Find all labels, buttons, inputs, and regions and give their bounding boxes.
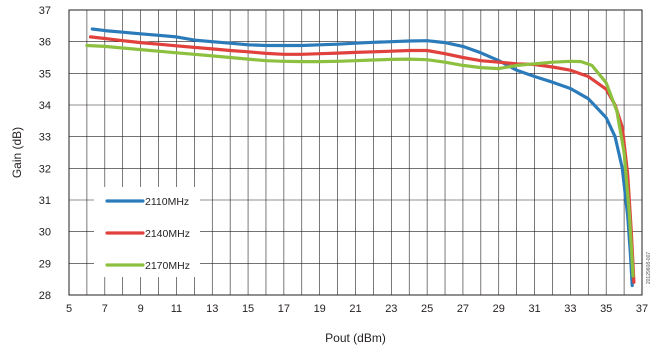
x-tick-label: 35 bbox=[600, 303, 612, 315]
x-tick-label: 37 bbox=[636, 303, 648, 315]
y-tick-label: 37 bbox=[39, 5, 51, 17]
x-tick-label: 19 bbox=[314, 303, 326, 315]
x-tick-label: 15 bbox=[242, 303, 254, 315]
axis-ticks: 5 7 9 11 13 15 17 19 21 23 25 27 29 31 33 35 37 28 29 30 31 3… bbox=[39, 5, 648, 315]
x-tick-label: 31 bbox=[528, 303, 540, 315]
series-line-2170mhz bbox=[85, 43, 635, 278]
x-tick-label: 21 bbox=[349, 303, 361, 315]
x-tick-label: 25 bbox=[421, 303, 433, 315]
y-tick-label: 29 bbox=[39, 258, 51, 270]
x-tick-label: 33 bbox=[564, 303, 576, 315]
series-line-2110mhz bbox=[90, 27, 634, 288]
y-tick-label: 34 bbox=[39, 100, 51, 112]
legend-label: 2140MHz bbox=[145, 228, 190, 240]
plot-frame bbox=[68, 9, 643, 296]
legend-label: 2110MHz bbox=[145, 196, 189, 208]
grid-lines bbox=[69, 10, 642, 295]
series-line-2140mhz bbox=[88, 35, 636, 284]
x-tick-label: 29 bbox=[493, 303, 505, 315]
y-tick-label: 30 bbox=[39, 227, 51, 239]
x-tick-label: 7 bbox=[102, 303, 108, 315]
y-axis-title: Gain (dB) bbox=[10, 127, 24, 178]
y-tick-label: 33 bbox=[39, 132, 51, 144]
series-lines bbox=[85, 27, 636, 288]
y-tick-label: 28 bbox=[39, 290, 51, 302]
legend-label: 2170MHz bbox=[145, 260, 190, 272]
legend: 2110MHz 2140MHz 2170MHz bbox=[94, 187, 200, 277]
x-tick-label: 13 bbox=[206, 303, 218, 315]
y-tick-label: 32 bbox=[39, 163, 51, 175]
x-axis-title: Pout (dBm) bbox=[325, 331, 386, 345]
y-tick-label: 35 bbox=[39, 68, 51, 80]
x-tick-label: 11 bbox=[171, 303, 182, 315]
y-tick-label: 36 bbox=[39, 37, 51, 49]
x-tick-label: 17 bbox=[278, 303, 290, 315]
x-tick-label: 27 bbox=[457, 303, 469, 315]
x-tick-label: 5 bbox=[66, 303, 72, 315]
figure-code: 20129608-007 bbox=[646, 252, 652, 284]
x-tick-label: 23 bbox=[385, 303, 397, 315]
x-tick-label: 9 bbox=[138, 303, 144, 315]
y-tick-label: 31 bbox=[39, 195, 51, 207]
